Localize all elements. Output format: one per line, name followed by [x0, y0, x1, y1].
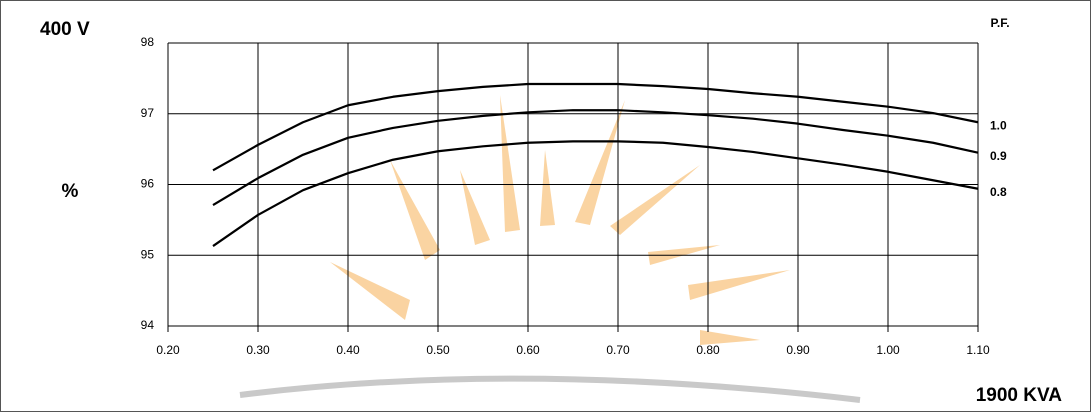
y-tick-label: 96: [141, 177, 155, 191]
watermark: [239, 95, 861, 403]
chart-title: 400 V: [40, 19, 90, 40]
x-tick-label: 0.70: [606, 343, 630, 357]
swoosh: [239, 375, 861, 403]
y-tick-label: 95: [141, 247, 155, 261]
series-label: 0.9: [990, 149, 1007, 163]
y-tick-label: 94: [141, 318, 155, 332]
x-tick-label: 0.20: [156, 343, 180, 357]
y-tick-label: 97: [141, 106, 155, 120]
x-tick-label: 0.60: [516, 343, 540, 357]
series-label: 1.0: [990, 118, 1007, 132]
y-tick-label: 98: [141, 35, 155, 49]
x-tick-label: 1.10: [966, 343, 990, 357]
x-tick-label: 0.30: [246, 343, 270, 357]
series-line: [212, 109, 979, 206]
x-axis-label: 1900 KVA: [976, 385, 1063, 406]
x-tick-label: 1.00: [876, 343, 900, 357]
x-tick-label: 0.90: [786, 343, 810, 357]
legend-title: P.F.: [990, 16, 1009, 30]
sun-rays: [330, 95, 790, 345]
y-axis-label: %: [62, 181, 79, 202]
x-tick-label: 0.50: [426, 343, 450, 357]
x-tick-label: 0.80: [696, 343, 720, 357]
x-tick-label: 0.40: [336, 343, 360, 357]
series-line: [212, 82, 979, 172]
series-line: [212, 140, 979, 247]
series-label: 0.8: [990, 185, 1007, 199]
